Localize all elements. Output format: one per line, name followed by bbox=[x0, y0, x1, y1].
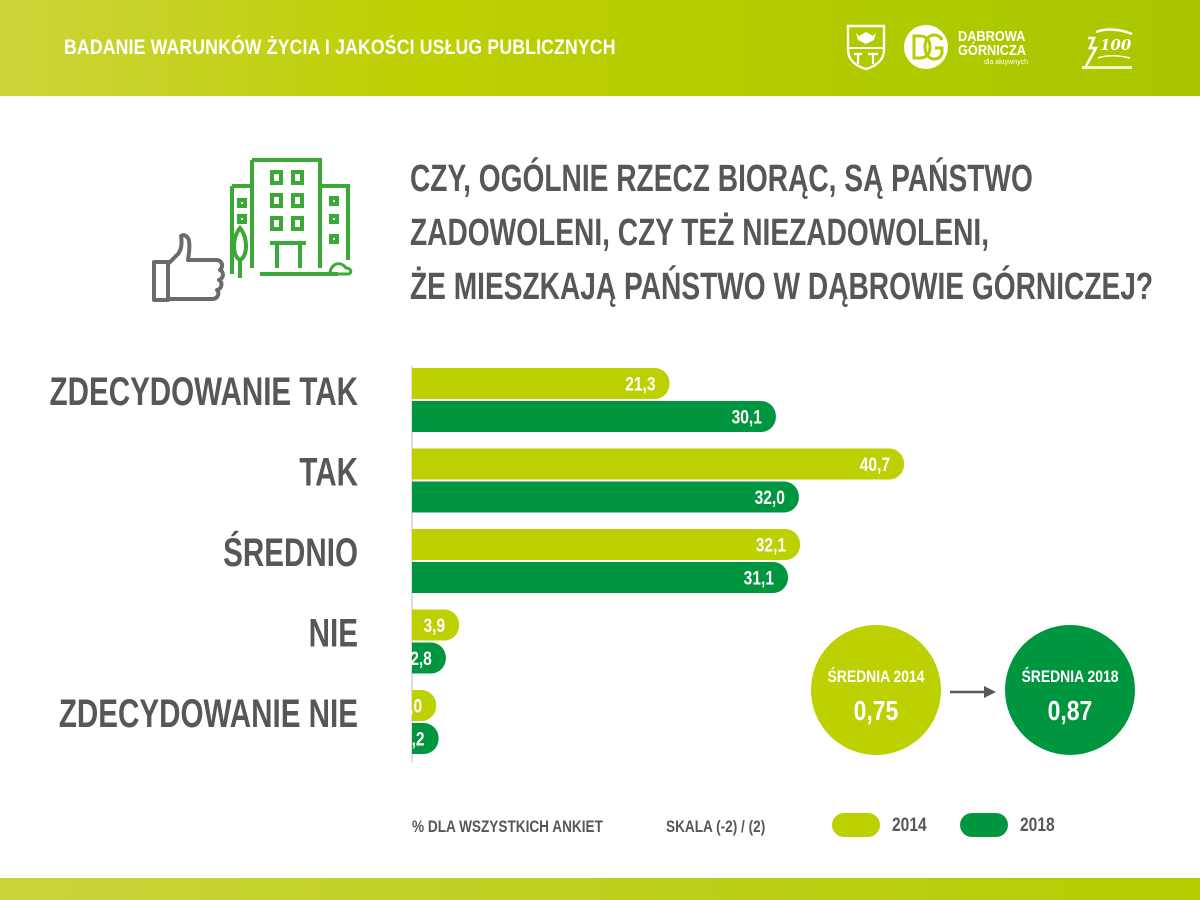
survey-question: CZY, OGÓLNIE RZECZ BIORĄC, SĄ PAŃSTWO ZA… bbox=[410, 152, 1170, 314]
bar-value-label: 30,1 bbox=[732, 406, 763, 428]
category-label: ZDECYDOWANIE TAK bbox=[50, 370, 359, 414]
category-label: ZDECYDOWANIE NIE bbox=[59, 692, 358, 736]
dg-circle-logo bbox=[904, 25, 948, 69]
satisfaction-bar-chart: ZDECYDOWANIE TAK 21,3 30,1 TAK 40,7 32,0 ŚREDN… bbox=[50, 366, 1135, 763]
coat-of-arms-logo bbox=[846, 24, 886, 70]
bar-2014 bbox=[412, 368, 670, 399]
page-footer bbox=[0, 878, 1200, 900]
bar-value-label: 2,8 bbox=[410, 648, 432, 670]
bar-value-label: 31,1 bbox=[744, 567, 775, 589]
category-label: TAK bbox=[299, 450, 358, 494]
bar-2018 bbox=[412, 481, 799, 513]
bar-value-label: 2,2 bbox=[403, 728, 425, 750]
average-circle-1 bbox=[1005, 625, 1135, 755]
bar-2018 bbox=[412, 642, 446, 674]
legend-swatch-2014 bbox=[832, 813, 880, 837]
city-logo-line2: GÓRNICZA bbox=[958, 42, 1026, 59]
average-label: ŚREDNIA 2018 bbox=[1021, 667, 1118, 687]
average-value: 0,87 bbox=[1048, 696, 1093, 727]
average-label: ŚREDNIA 2014 bbox=[827, 667, 924, 687]
satisfaction-building-icon bbox=[152, 158, 353, 302]
category-label: ŚREDNIO bbox=[223, 530, 358, 575]
page-header: BADANIE WARUNKÓW ŻYCIA I JAKOŚCI USŁUG P… bbox=[0, 0, 1200, 96]
question-line-2: ZADOWOLENI, CZY TEŻ NIEZADOWOLENI, bbox=[410, 212, 990, 254]
city-logo-text: DABROWA GÓRNICZA dla aktywnych bbox=[958, 28, 1058, 68]
percent-note: % DLA WSZYSTKICH ANKIET bbox=[412, 817, 603, 836]
bar-2014 bbox=[412, 690, 437, 721]
bar-2018 bbox=[412, 562, 788, 593]
question-line-3: ŻE MIESZKAJĄ PAŃSTWO W DĄBROWIE GÓRNICZE… bbox=[410, 266, 1154, 308]
bar-2018 bbox=[412, 401, 776, 432]
bush-icon bbox=[328, 262, 353, 276]
tree-icon bbox=[232, 224, 248, 278]
bar-2014 bbox=[412, 529, 801, 560]
bar-value-label: 32,1 bbox=[756, 534, 787, 556]
question-line-1: CZY, OGÓLNIE RZECZ BIORĄC, SĄ PAŃSTWO bbox=[410, 158, 1033, 200]
legend-label-2018: 2018 bbox=[1020, 815, 1055, 836]
legend-swatch-2018 bbox=[960, 813, 1008, 837]
bar-2014 bbox=[412, 448, 905, 480]
city-logo-line1: DABROWA bbox=[958, 28, 1026, 45]
category-label: NIE bbox=[309, 611, 358, 655]
bar-value-label: 40,7 bbox=[860, 454, 890, 476]
centenary-logo: 100 bbox=[1082, 28, 1133, 69]
average-circle-0 bbox=[811, 625, 941, 755]
bar-value-label: 2,0 bbox=[401, 695, 423, 717]
building-icon bbox=[230, 158, 350, 276]
legend-label-2014: 2014 bbox=[892, 815, 927, 836]
scale-note: SKALA (-2) / (2) bbox=[666, 817, 766, 836]
city-logo-tagline: dla aktywnych bbox=[984, 59, 1028, 66]
bar-value-label: 3,9 bbox=[424, 615, 446, 637]
survey-title: BADANIE WARUNKÓW ŻYCIA I JAKOŚCI USŁUG P… bbox=[64, 36, 616, 59]
svg-text:100: 100 bbox=[1100, 36, 1132, 54]
average-arrow-head bbox=[984, 686, 996, 698]
bar-value-label: 21,3 bbox=[625, 373, 656, 395]
thumbs-up-icon bbox=[152, 233, 225, 302]
average-value: 0,75 bbox=[854, 696, 899, 727]
bar-2018 bbox=[412, 723, 439, 754]
bar-2014 bbox=[412, 609, 460, 641]
bar-value-label: 32,0 bbox=[755, 487, 785, 509]
